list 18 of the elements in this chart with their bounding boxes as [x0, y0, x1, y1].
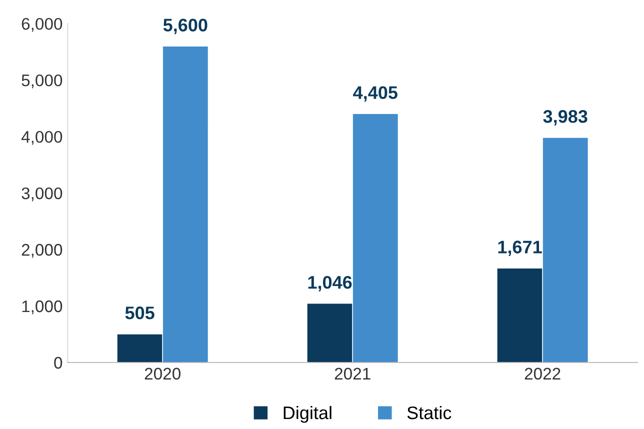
- data-label: 3,983: [543, 110, 588, 126]
- legend-label: Digital: [284, 406, 332, 423]
- y-tick-label: 6,000: [22, 18, 62, 32]
- y-tick-label: 0: [54, 356, 62, 369]
- y-tick-label: 5,000: [22, 74, 62, 88]
- y-tick-label: 3,000: [22, 187, 62, 202]
- x-tick-label: 2022: [524, 368, 560, 380]
- data-label: 5,600: [163, 18, 208, 34]
- y-tick-label: 4,000: [21, 130, 62, 145]
- data-label: 1,671: [498, 240, 542, 256]
- y-tick-label: 1,000: [22, 300, 62, 314]
- x-tick-label: 2020: [144, 368, 180, 380]
- data-label: 4,405: [353, 86, 398, 102]
- data-label: 1,046: [308, 276, 352, 292]
- x-tick-label: 2021: [334, 368, 370, 380]
- data-label: 505: [125, 306, 154, 320]
- y-tick-label: 2,000: [22, 244, 62, 258]
- legend-label: Static: [407, 406, 452, 420]
